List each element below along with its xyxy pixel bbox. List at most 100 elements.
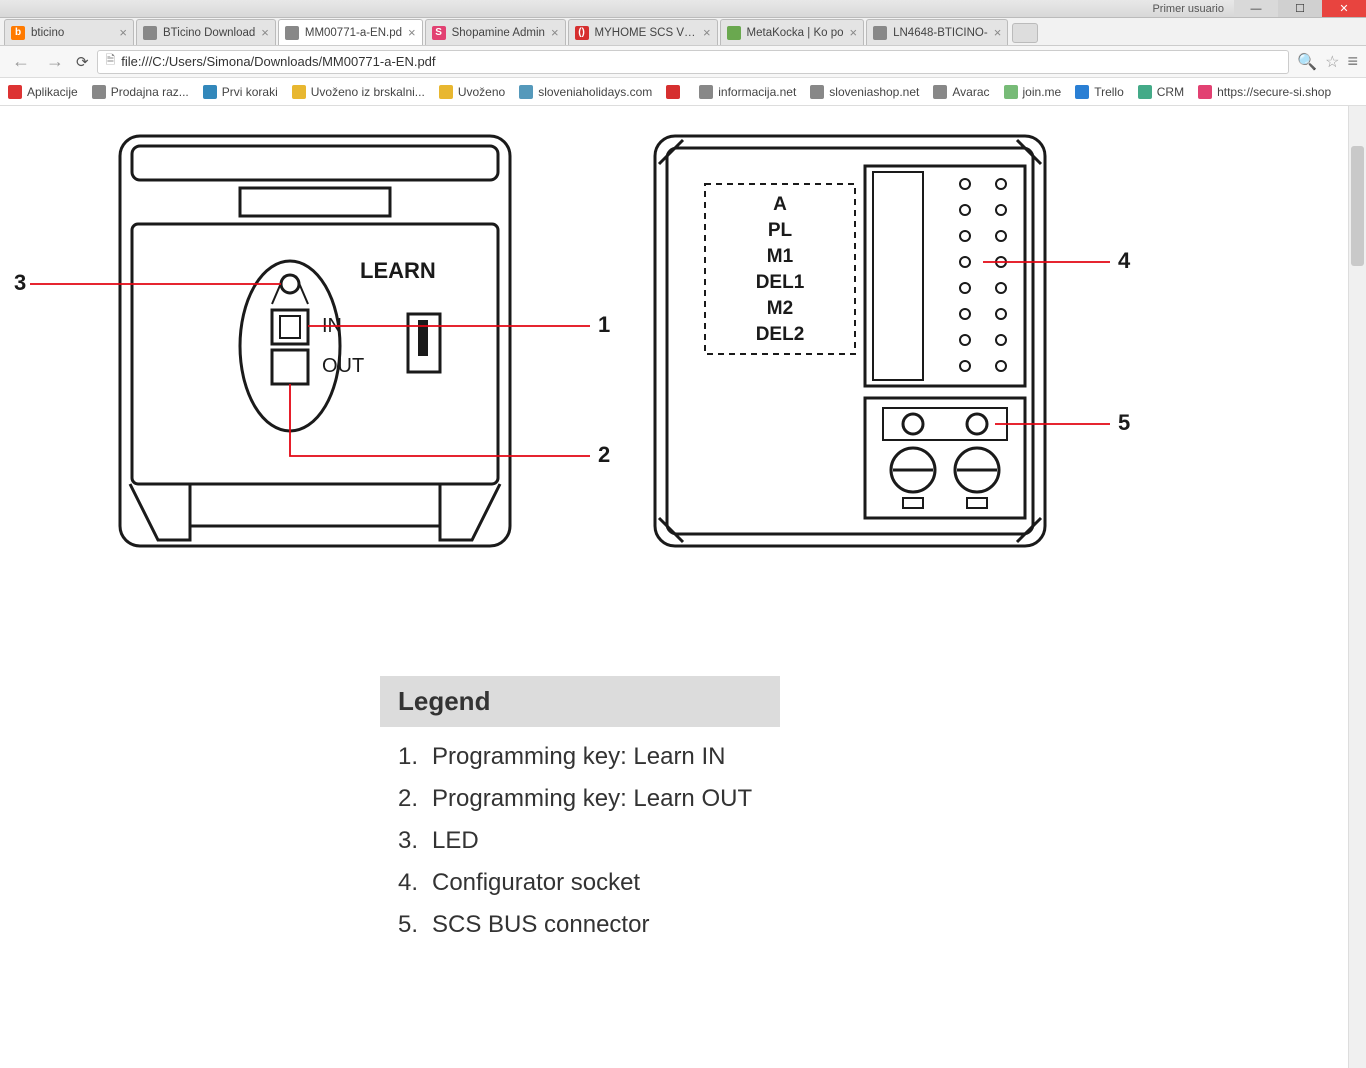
device-diagram: LEARNINOUT312APLM1DEL1M2DEL245 [0,116,1200,656]
bookmark-label: sloveniaholidays.com [538,85,652,99]
svg-text:LEARN: LEARN [360,258,436,283]
browser-tab[interactable]: MetaKocka | Ko po× [720,19,865,45]
window-minimize-button[interactable]: — [1234,0,1278,17]
legend-item-text: Programming key: Learn OUT [432,785,752,813]
tab-favicon [727,26,741,40]
bookmark-icon [699,85,713,99]
svg-text:DEL2: DEL2 [756,324,805,345]
bookmark-label: https://secure-si.shop [1217,85,1331,99]
new-tab-button[interactable] [1012,23,1038,43]
address-url: file:///C:/Users/Simona/Downloads/MM0077… [121,54,435,69]
tab-close-icon[interactable]: × [408,25,416,40]
legend-item: 5.SCS BUS connector [398,911,780,939]
bookmark-item[interactable]: Prvi koraki [203,85,278,99]
bookmark-label: informacija.net [718,85,796,99]
tab-close-icon[interactable]: × [994,25,1002,40]
browser-tab[interactable]: MM00771-a-EN.pd × [278,19,423,45]
bookmark-item[interactable]: Prodajna raz... [92,85,189,99]
bookmark-icon [1138,85,1152,99]
bookmark-icon [519,85,533,99]
zoom-icon[interactable]: 🔍 [1297,52,1317,72]
vertical-scrollbar[interactable] [1348,106,1366,1068]
svg-text:OUT: OUT [322,355,364,377]
bookmark-label: Uvoženo iz brskalni... [311,85,425,99]
pdf-page: LEARNINOUT312APLM1DEL1M2DEL245 Legend 1.… [0,106,1348,1068]
tab-close-icon[interactable]: × [850,25,858,40]
bookmark-label: Prodajna raz... [111,85,189,99]
svg-text:DEL1: DEL1 [756,272,805,293]
star-icon[interactable]: ☆ [1325,52,1339,72]
bookmark-item[interactable]: https://secure-si.shop [1198,85,1331,99]
bookmark-item[interactable] [666,85,685,99]
tab-label: BTicino Download [163,27,255,39]
bookmark-icon [292,85,306,99]
tab-favicon: S [432,26,446,40]
bookmark-icon [933,85,947,99]
bookmark-item[interactable]: CRM [1138,85,1184,99]
bookmark-icon [8,85,22,99]
tab-close-icon[interactable]: × [119,25,127,40]
tab-label: MYHOME SCS VME [595,27,697,39]
file-icon: 🗎 [106,51,116,72]
legend-item-number: 4. [398,869,432,897]
bookmark-item[interactable]: Avarac [933,85,989,99]
svg-text:2: 2 [598,442,610,467]
back-button[interactable]: ← [8,51,34,72]
legend-item-text: Configurator socket [432,869,640,897]
legend-item-number: 3. [398,827,432,855]
bookmark-icon [1198,85,1212,99]
browser-tab[interactable]: bbticino× [4,19,134,45]
svg-text:M1: M1 [767,246,794,267]
bookmark-icon [439,85,453,99]
tab-close-icon[interactable]: × [261,25,269,40]
bookmark-icon [810,85,824,99]
tab-label: Shopamine Admin [452,27,545,39]
browser-toolbar: ← → ⟳ 🗎 file:///C:/Users/Simona/Download… [0,46,1366,78]
tab-close-icon[interactable]: × [551,25,559,40]
bookmark-item[interactable]: informacija.net [699,85,796,99]
bookmark-item[interactable]: Uvoženo iz brskalni... [292,85,425,99]
browser-tab[interactable]: () MYHOME SCS VME × [568,19,718,45]
tab-close-icon[interactable]: × [703,25,711,40]
legend-item-text: Programming key: Learn IN [432,743,725,771]
legend-item: 4.Configurator socket [398,869,780,897]
bookmark-item[interactable]: Uvoženo [439,85,505,99]
reload-button[interactable]: ⟳ [76,53,89,71]
legend-item: 1.Programming key: Learn IN [398,743,780,771]
chrome-menu-button[interactable]: ≡ [1347,51,1358,72]
legend: Legend 1.Programming key: Learn IN2.Prog… [380,676,780,953]
bookmark-item[interactable]: Trello [1075,85,1124,99]
tab-favicon: () [575,26,589,40]
legend-item-text: LED [432,827,479,855]
browser-tabstrip: bbticino×BTicino Download×MM00771-a-EN.p… [0,18,1366,46]
svg-text:1: 1 [598,312,610,337]
legend-item-number: 1. [398,743,432,771]
bookmark-label: CRM [1157,85,1184,99]
tab-favicon [143,26,157,40]
tab-label: LN4648-BTICINO- [893,27,988,39]
window-maximize-button[interactable]: ☐ [1278,0,1322,17]
tab-label: bticino [31,27,113,39]
forward-button[interactable]: → [42,51,68,72]
svg-text:PL: PL [768,220,793,241]
bookmark-label: sloveniashop.net [829,85,919,99]
bookmark-icon [666,85,680,99]
bookmark-item[interactable]: sloveniashop.net [810,85,919,99]
browser-tab[interactable]: LN4648-BTICINO- × [866,19,1008,45]
svg-text:A: A [773,194,787,215]
browser-tab[interactable]: S Shopamine Admin × [425,19,566,45]
bookmark-label: Prvi koraki [222,85,278,99]
scrollbar-thumb[interactable] [1351,146,1364,266]
window-close-button[interactable]: ✕ [1322,0,1366,17]
legend-item: 2.Programming key: Learn OUT [398,785,780,813]
bookmark-item[interactable]: sloveniaholidays.com [519,85,652,99]
bookmark-icon [203,85,217,99]
tab-label: MM00771-a-EN.pd [305,27,402,39]
svg-text:5: 5 [1118,410,1130,435]
address-bar[interactable]: 🗎 file:///C:/Users/Simona/Downloads/MM00… [97,50,1290,74]
tab-favicon [285,26,299,40]
browser-tab[interactable]: BTicino Download × [136,19,276,45]
bookmark-item[interactable]: join.me [1004,85,1062,99]
bookmark-label: Uvoženo [458,85,505,99]
bookmark-item[interactable]: Aplikacije [8,85,78,99]
